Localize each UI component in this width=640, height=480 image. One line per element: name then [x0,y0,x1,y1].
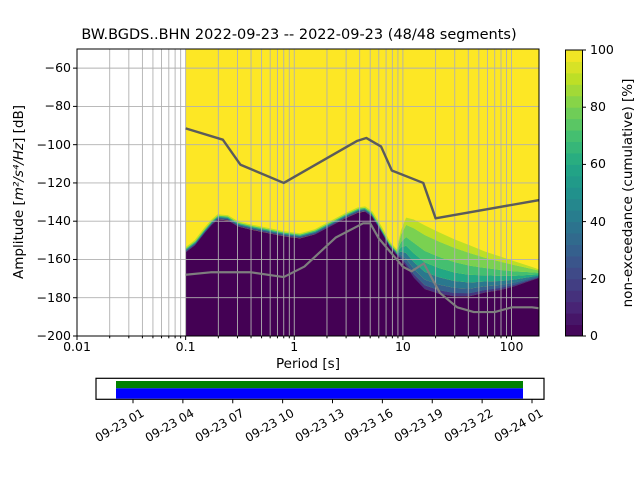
colorbar-step [565,267,583,280]
colorbar-step [565,313,583,326]
colorbar-step [565,72,583,85]
colorbar-step [565,95,583,108]
mesh-spread-band [395,237,539,276]
x-tick-label: 100 [499,339,524,354]
mesh-0pct-region [185,211,539,336]
y-tick-label: −60 [44,60,71,76]
y-tick-label: −160 [36,251,71,267]
x-tick-label: 0.1 [175,339,196,354]
coverage-bar-processed [116,388,523,399]
colorbar-step [565,152,583,165]
colorbar-step [565,118,583,131]
mesh-spread-band [395,217,539,271]
coverage-bar-data [116,381,523,389]
colorbar-step [565,233,583,245]
page-title: BW.BGDS..BHN 2022-09-23 -- 2022-09-23 (4… [81,27,517,43]
y-tick-label: −120 [36,174,71,190]
x-tick-label: 0.01 [63,339,91,354]
colorbar-step [565,255,583,268]
colorbar-tick-label: 100 [590,42,614,57]
colorbar-step [565,50,583,62]
colorbar-step [565,141,583,154]
axis-ticks [73,67,513,340]
colorbar-step [565,301,583,314]
y-tick-label: −140 [36,213,71,229]
colorbar-step [565,107,583,120]
colorbar-tick-label: 80 [590,99,606,115]
colorbar-step [565,290,583,303]
x-tick-label: 10 [394,339,411,354]
nhnm-line [185,127,539,220]
colorbar-tick-label: 60 [590,156,606,172]
colorbar-step [565,130,583,143]
y-tick-label: −80 [44,98,71,114]
colorbar-tick-label: 20 [590,270,606,286]
colorbar-step [565,164,583,177]
colorbar-step [565,198,583,211]
colorbar-step [565,175,583,188]
ppsd-mesh [185,49,539,336]
mesh-spread-band [395,245,539,283]
colorbar-step [565,210,583,223]
colorbar-step [565,61,583,74]
x-axis-label: Period [s] [276,356,340,372]
x-tick-label: 1 [290,339,299,354]
y-tick-label: −180 [36,289,71,305]
colorbar [565,49,586,337]
colorbar-tick-label: 0 [590,328,598,343]
colorbar-step [565,84,583,97]
nlnm-line [185,222,539,314]
colorbar-step [565,187,583,200]
mesh-spread-band [395,224,539,273]
y-tick-label: −200 [36,328,71,343]
colorbar-step [565,221,583,234]
colorbar-frame [565,49,583,337]
colorbar-step [565,244,583,257]
y-tick-label: −100 [36,136,71,152]
coverage-timeline [95,377,545,404]
plot-frame [76,48,540,337]
mesh-spread-band [395,253,539,294]
colorbar-tick-label: 40 [590,213,606,229]
colorbar-step [565,278,583,291]
colorbar-step [565,324,583,337]
